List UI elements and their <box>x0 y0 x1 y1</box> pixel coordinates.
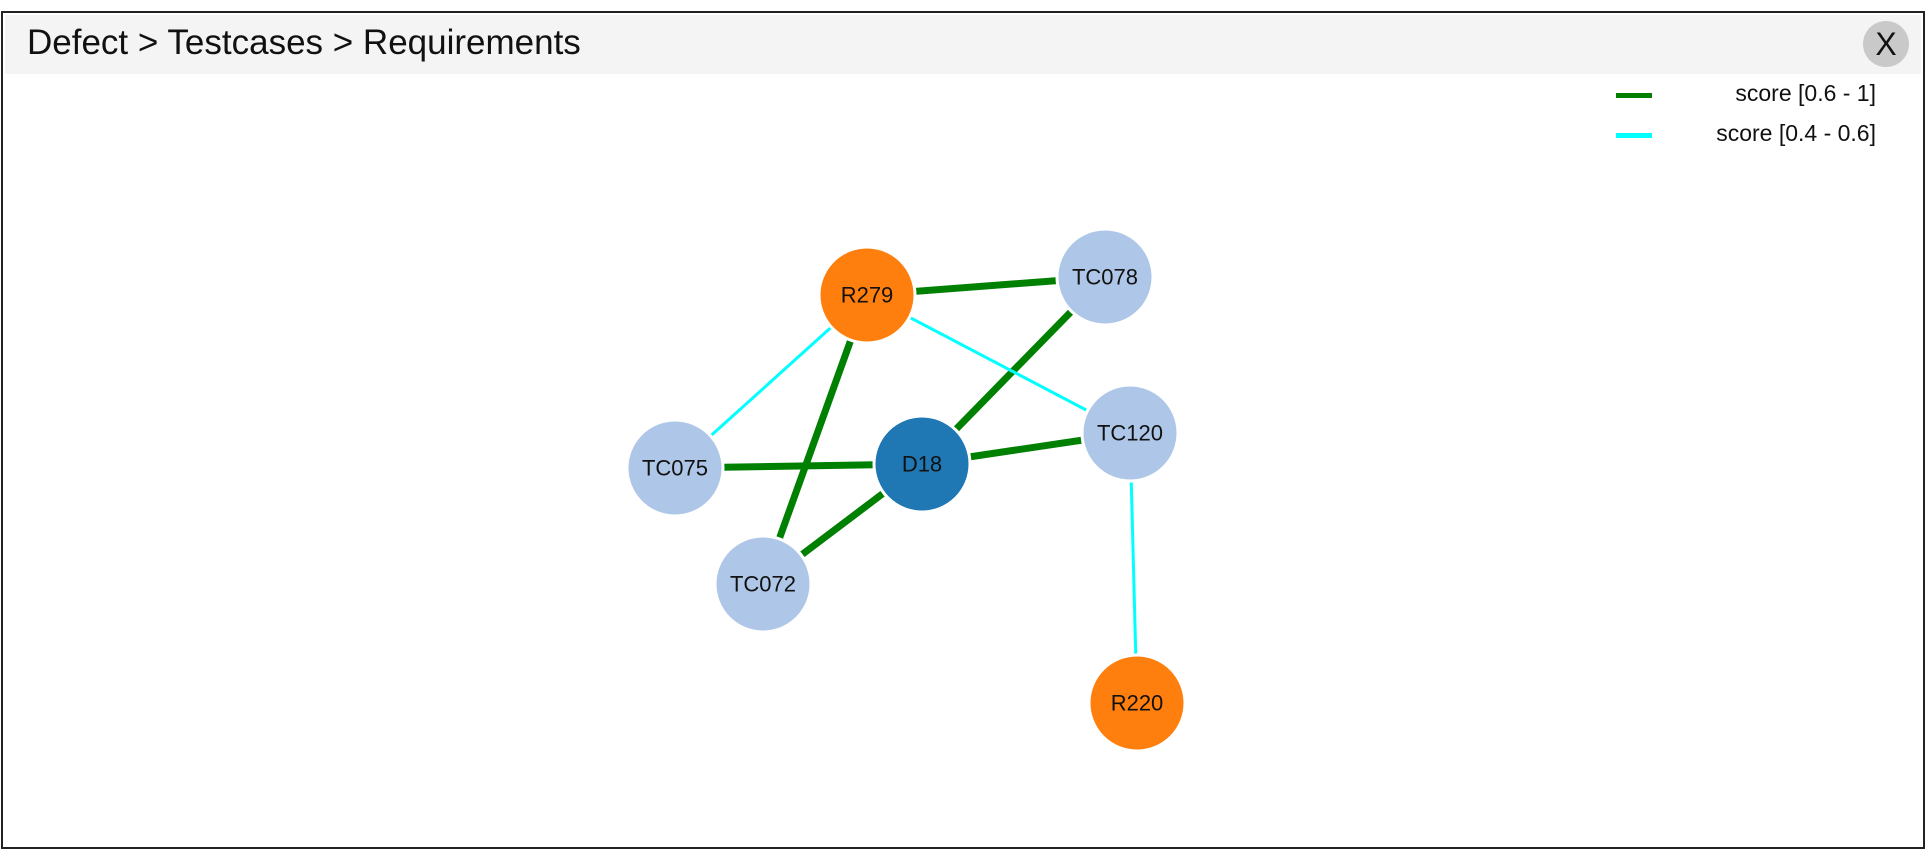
node-r220[interactable]: R220 <box>1087 653 1187 753</box>
node-r279[interactable]: R279 <box>817 245 917 345</box>
node-circle-tc078[interactable] <box>1055 227 1155 327</box>
node-d18[interactable]: D18 <box>872 414 972 514</box>
close-button[interactable]: X <box>1863 21 1909 67</box>
node-circle-d18[interactable] <box>872 414 972 514</box>
legend-item-mid-score: score [0.4 - 0.6] <box>1616 116 1876 156</box>
node-label-r220: R220 <box>1111 691 1164 716</box>
legend-swatch-mid <box>1616 133 1652 138</box>
node-label-tc078: TC078 <box>1072 265 1138 290</box>
node-label-d18: D18 <box>902 452 942 477</box>
node-label-tc120: TC120 <box>1097 421 1163 446</box>
node-label-tc075: TC075 <box>642 456 708 481</box>
edge-r279-tc072 <box>759 293 871 586</box>
node-tc120[interactable]: TC120 <box>1080 383 1180 483</box>
node-tc078[interactable]: TC078 <box>1055 227 1155 327</box>
node-circle-tc072[interactable] <box>713 534 813 634</box>
dialog-title: Defect > Testcases > Requirements <box>27 23 581 62</box>
legend-label-high: score [0.6 - 1] <box>1735 80 1876 106</box>
legend-label-mid: score [0.4 - 0.6] <box>1716 120 1876 146</box>
legend: score [0.6 - 1] score [0.4 - 0.6] <box>1616 76 1876 156</box>
legend-swatch-high <box>1616 93 1652 98</box>
node-circle-tc120[interactable] <box>1080 383 1180 483</box>
nodes-layer: D18 R279 TC078 TC120 TC075 TC072 R220 <box>625 227 1187 753</box>
edge-r279-tc120 <box>866 293 1131 435</box>
node-tc072[interactable]: TC072 <box>713 534 813 634</box>
node-label-tc072: TC072 <box>730 572 796 597</box>
node-circle-tc075[interactable] <box>625 418 725 518</box>
dialog-header: Defect > Testcases > Requirements X <box>5 15 1921 74</box>
node-tc075[interactable]: TC075 <box>625 418 725 518</box>
legend-item-high-score: score [0.6 - 1] <box>1616 76 1876 116</box>
node-circle-r279[interactable] <box>817 245 917 345</box>
graph-dialog: Defect > Testcases > Requirements X <box>1 11 1925 849</box>
node-circle-r220[interactable] <box>1087 653 1187 753</box>
node-label-r279: R279 <box>841 283 894 308</box>
